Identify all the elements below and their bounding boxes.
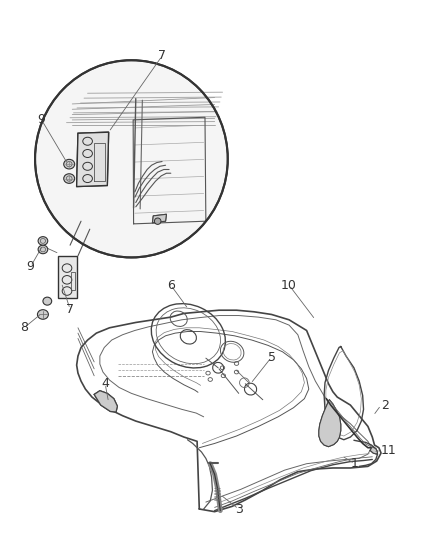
Text: 9: 9: [27, 260, 35, 273]
Ellipse shape: [38, 245, 48, 254]
Ellipse shape: [154, 218, 161, 224]
Ellipse shape: [37, 310, 48, 319]
Polygon shape: [77, 132, 109, 187]
Polygon shape: [370, 447, 378, 454]
Polygon shape: [319, 400, 341, 447]
FancyBboxPatch shape: [58, 256, 77, 298]
Text: 11: 11: [381, 444, 397, 457]
Text: 7: 7: [66, 303, 74, 316]
Polygon shape: [94, 391, 117, 412]
Text: 7: 7: [158, 50, 166, 62]
Text: 9: 9: [38, 114, 46, 126]
Text: 4: 4: [101, 377, 109, 390]
Ellipse shape: [64, 159, 74, 169]
Text: 5: 5: [268, 351, 276, 364]
Text: 1: 1: [351, 457, 359, 470]
Ellipse shape: [38, 237, 48, 245]
Text: 6: 6: [167, 279, 175, 292]
Ellipse shape: [64, 174, 74, 183]
Ellipse shape: [43, 297, 52, 305]
Polygon shape: [152, 214, 166, 223]
Text: 10: 10: [281, 279, 297, 292]
Text: 3: 3: [235, 503, 243, 515]
Text: 2: 2: [381, 399, 389, 411]
Ellipse shape: [35, 60, 228, 257]
Text: 8: 8: [20, 321, 28, 334]
